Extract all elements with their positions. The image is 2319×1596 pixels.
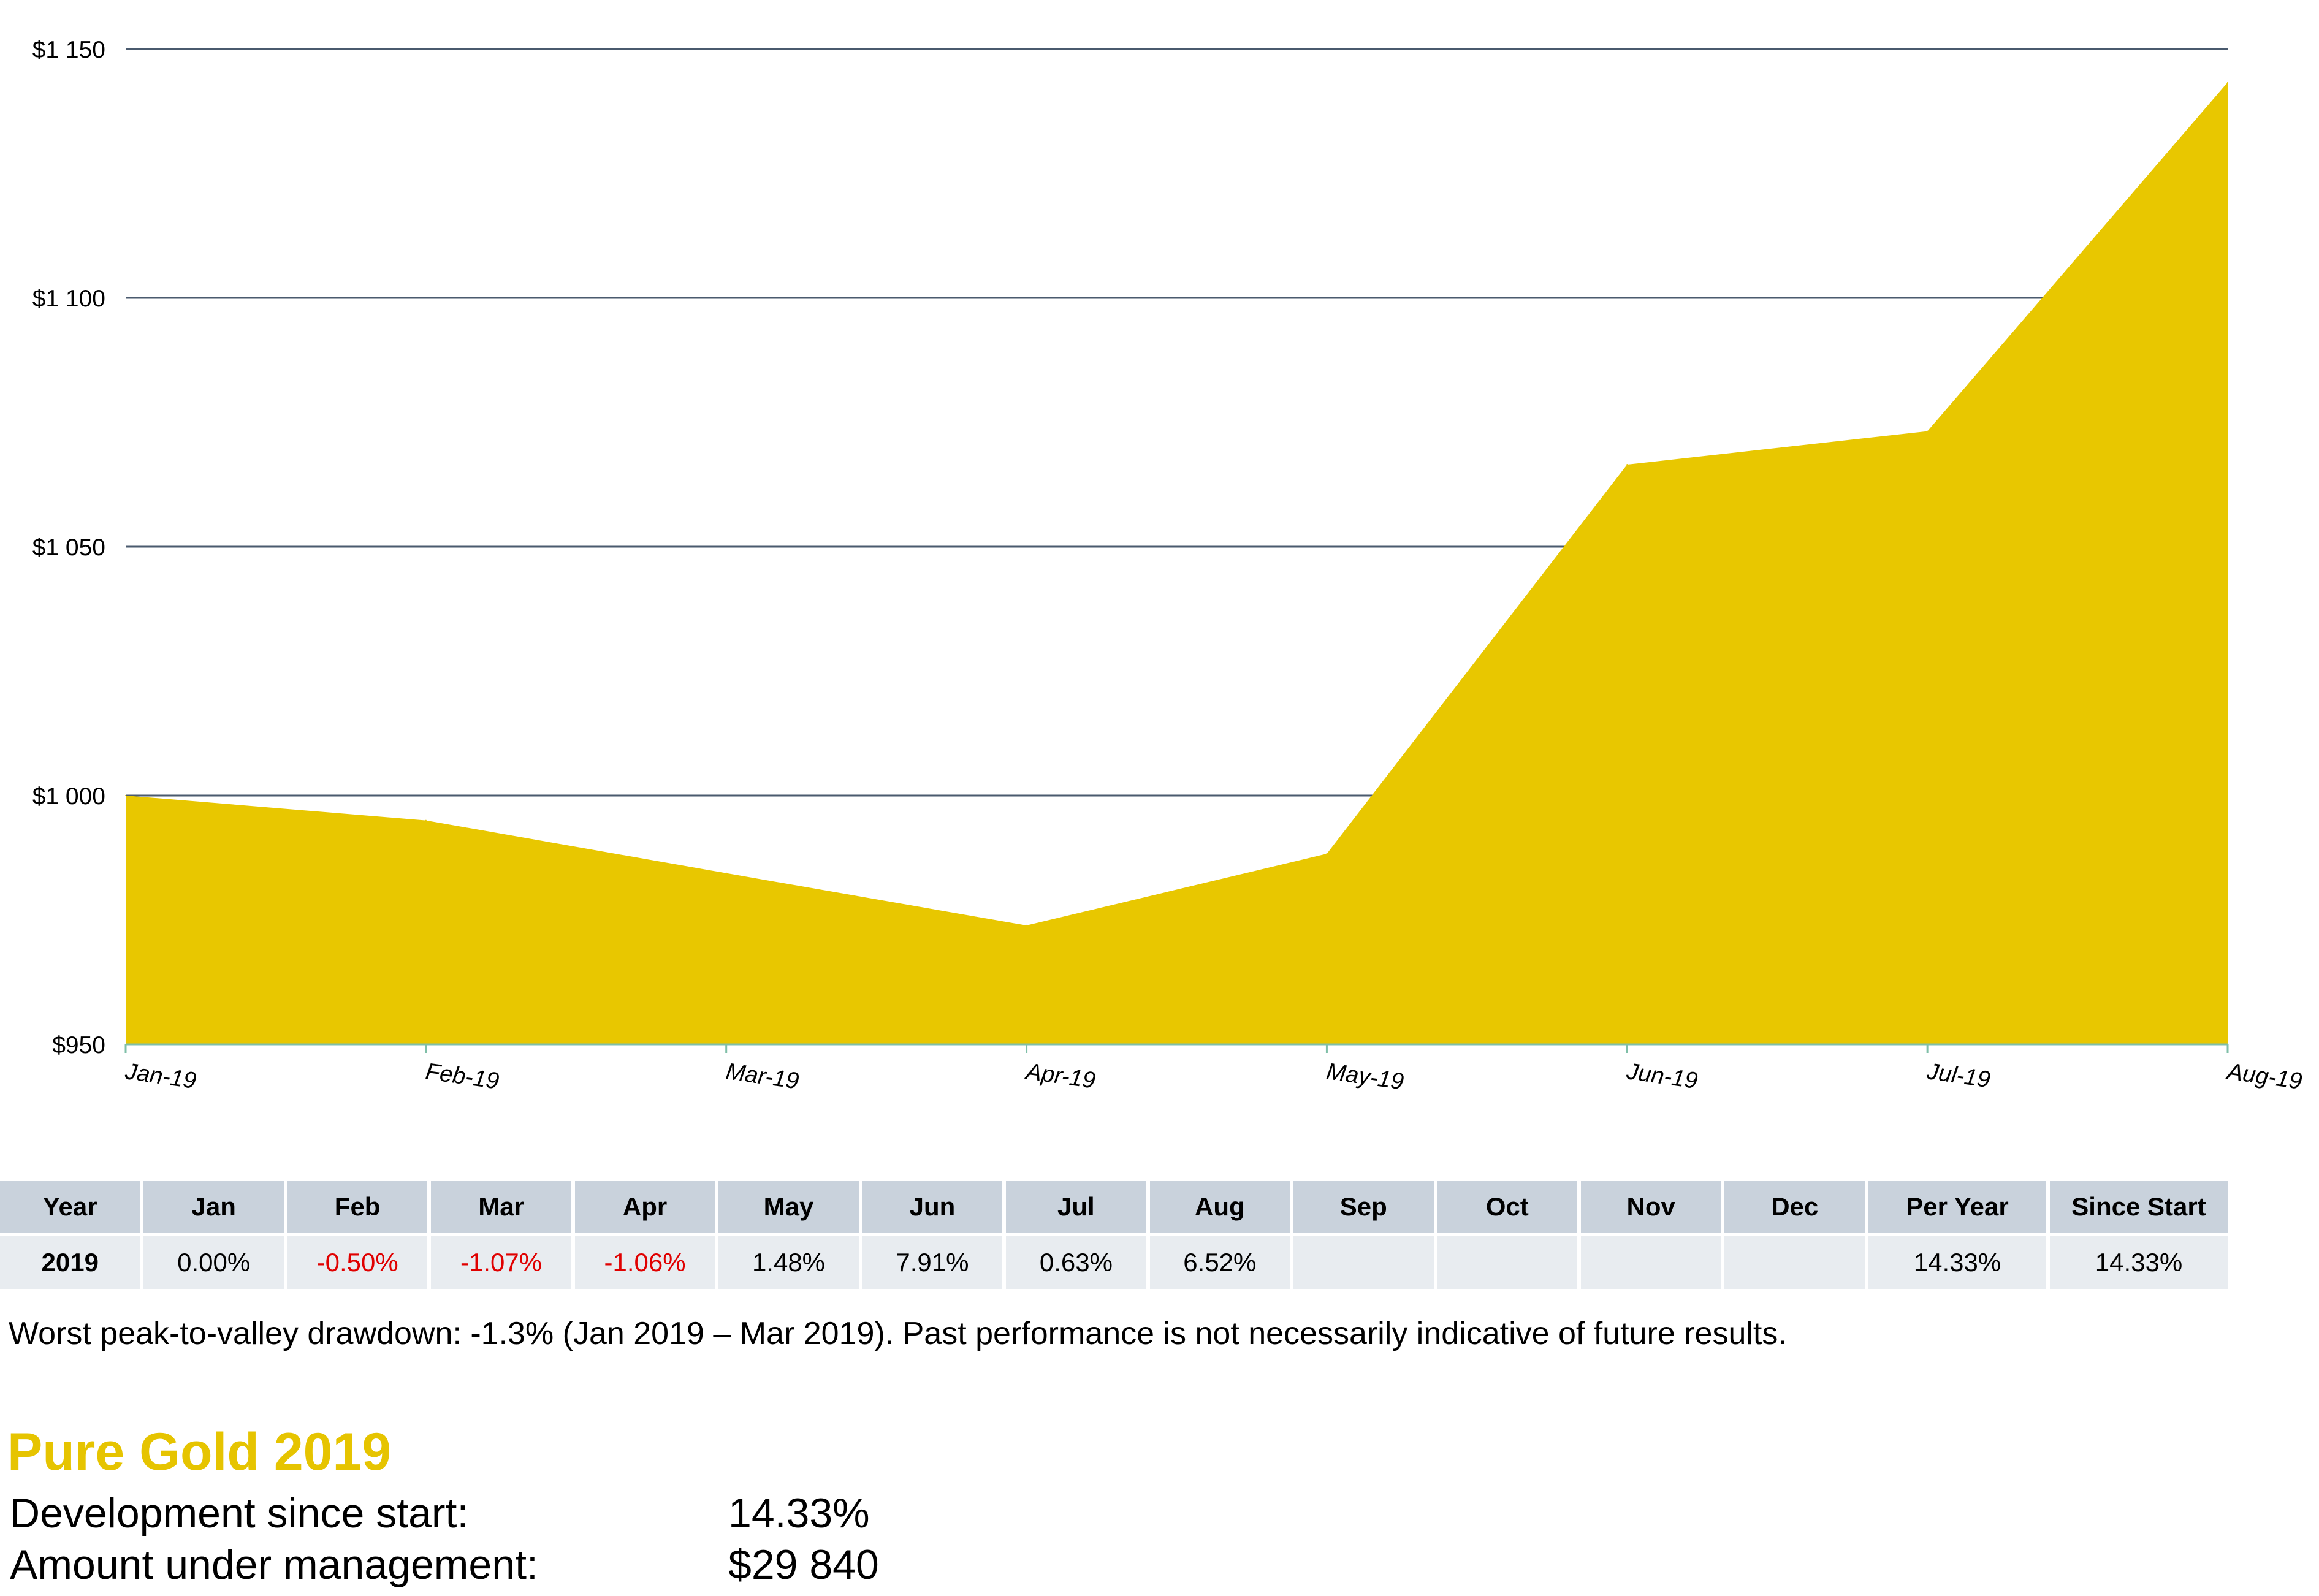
table-cell: -1.06% [574, 1233, 715, 1289]
column-header: Year [0, 1181, 140, 1233]
table-cell: -0.50% [287, 1233, 428, 1289]
x-tick-label: May-19 [1325, 1058, 1405, 1095]
column-header: Per Year [1868, 1181, 2046, 1233]
x-tick-label: Feb-19 [424, 1058, 501, 1094]
y-tick-label: $1 100 [32, 286, 105, 312]
data-point-Feb-19 [425, 819, 427, 821]
fund-title: Pure Gold 2019 [7, 1423, 392, 1481]
data-point-Aug-19 [2227, 82, 2228, 83]
column-header: Apr [574, 1181, 715, 1233]
table-cell: 14.33% [1868, 1233, 2046, 1289]
amount-value: $29 840 [728, 1541, 879, 1588]
y-tick-label: $1 050 [32, 534, 105, 561]
table-cell: 0.63% [1006, 1233, 1146, 1289]
column-header: Jul [1006, 1181, 1146, 1233]
table-cell: 0.00% [143, 1233, 284, 1289]
table-cell [1437, 1233, 1577, 1289]
column-header: May [718, 1181, 859, 1233]
development-value: 14.33% [728, 1490, 870, 1537]
development-label: Development since start: [10, 1490, 469, 1537]
table-cell: 7.91% [862, 1233, 1003, 1289]
table-cell: -1.07% [431, 1233, 571, 1289]
x-tick-label: Aug-19 [2225, 1058, 2304, 1095]
monthly-returns-table: Year Jan Feb Mar Apr May Jun Jul Aug Sep Oct Nov Dec… [0, 1181, 2231, 1289]
y-tick-label: $950 [52, 1032, 105, 1058]
data-point-Jun-19 [1626, 464, 1628, 466]
column-header: Feb [287, 1181, 428, 1233]
column-header: Dec [1724, 1181, 1865, 1233]
x-axis-tick-labels: Jan-19 Feb-19 Mar-19 Apr-19 May-19 Jun-19 Jul-… [123, 1058, 2304, 1095]
x-axis [124, 1043, 2229, 1053]
x-tick-label: Mar-19 [724, 1058, 800, 1094]
column-header: Oct [1437, 1181, 1577, 1233]
y-tick-label: $1 150 [32, 37, 105, 63]
column-header: Since Start [2050, 1181, 2228, 1233]
amount-label: Amount under management: [10, 1541, 538, 1588]
column-header: Sep [1293, 1181, 1434, 1233]
data-point-May-19 [1326, 853, 1328, 855]
x-tick-label: Jul-19 [1925, 1058, 1992, 1093]
data-point-Jan-19 [125, 795, 126, 796]
y-axis-tick-labels: $950 $1 000 $1 050 $1 100 $1 150 [32, 37, 105, 1058]
data-point-Mar-19 [725, 872, 727, 874]
drawdown-disclaimer: Worst peak-to-valley drawdown: -1.3% (Ja… [9, 1316, 1787, 1351]
performance-area-chart: $950 $1 000 $1 050 $1 100 $1 150 Jan-19 Feb-1… [32, 37, 2304, 1095]
x-tick-label: Jan-19 [123, 1058, 198, 1094]
column-header: Jan [143, 1181, 284, 1233]
table-cell [1580, 1233, 1721, 1289]
y-tick-label: $1 000 [32, 783, 105, 810]
column-header: Mar [431, 1181, 571, 1233]
column-header: Nov [1580, 1181, 1721, 1233]
table-row: 2019 0.00% -0.50% -1.07% -1.06% 1.48% 7.91% 0.6… [0, 1233, 2228, 1289]
data-point-Jul-19 [1927, 430, 1929, 432]
x-tick-label: Jun-19 [1624, 1058, 1699, 1094]
data-point-Apr-19 [1026, 924, 1027, 926]
column-header: Aug [1149, 1181, 1290, 1233]
table-cell: 1.48% [718, 1233, 859, 1289]
column-header: Jun [862, 1181, 1003, 1233]
area-series [125, 82, 2228, 1044]
table-body: 2019 0.00% -0.50% -1.07% -1.06% 1.48% 7.91% 0.6… [0, 1233, 2228, 1289]
table-header-row: Year Jan Feb Mar Apr May Jun Jul Aug Sep Oct Nov Dec… [0, 1181, 2228, 1233]
table-cell [1293, 1233, 1434, 1289]
area-fill [126, 82, 2228, 1044]
table-cell: 6.52% [1149, 1233, 1290, 1289]
year-cell: 2019 [0, 1233, 140, 1289]
x-tick-label: Apr-19 [1023, 1058, 1097, 1094]
table-cell [1724, 1233, 1865, 1289]
table-cell: 14.33% [2050, 1233, 2228, 1289]
